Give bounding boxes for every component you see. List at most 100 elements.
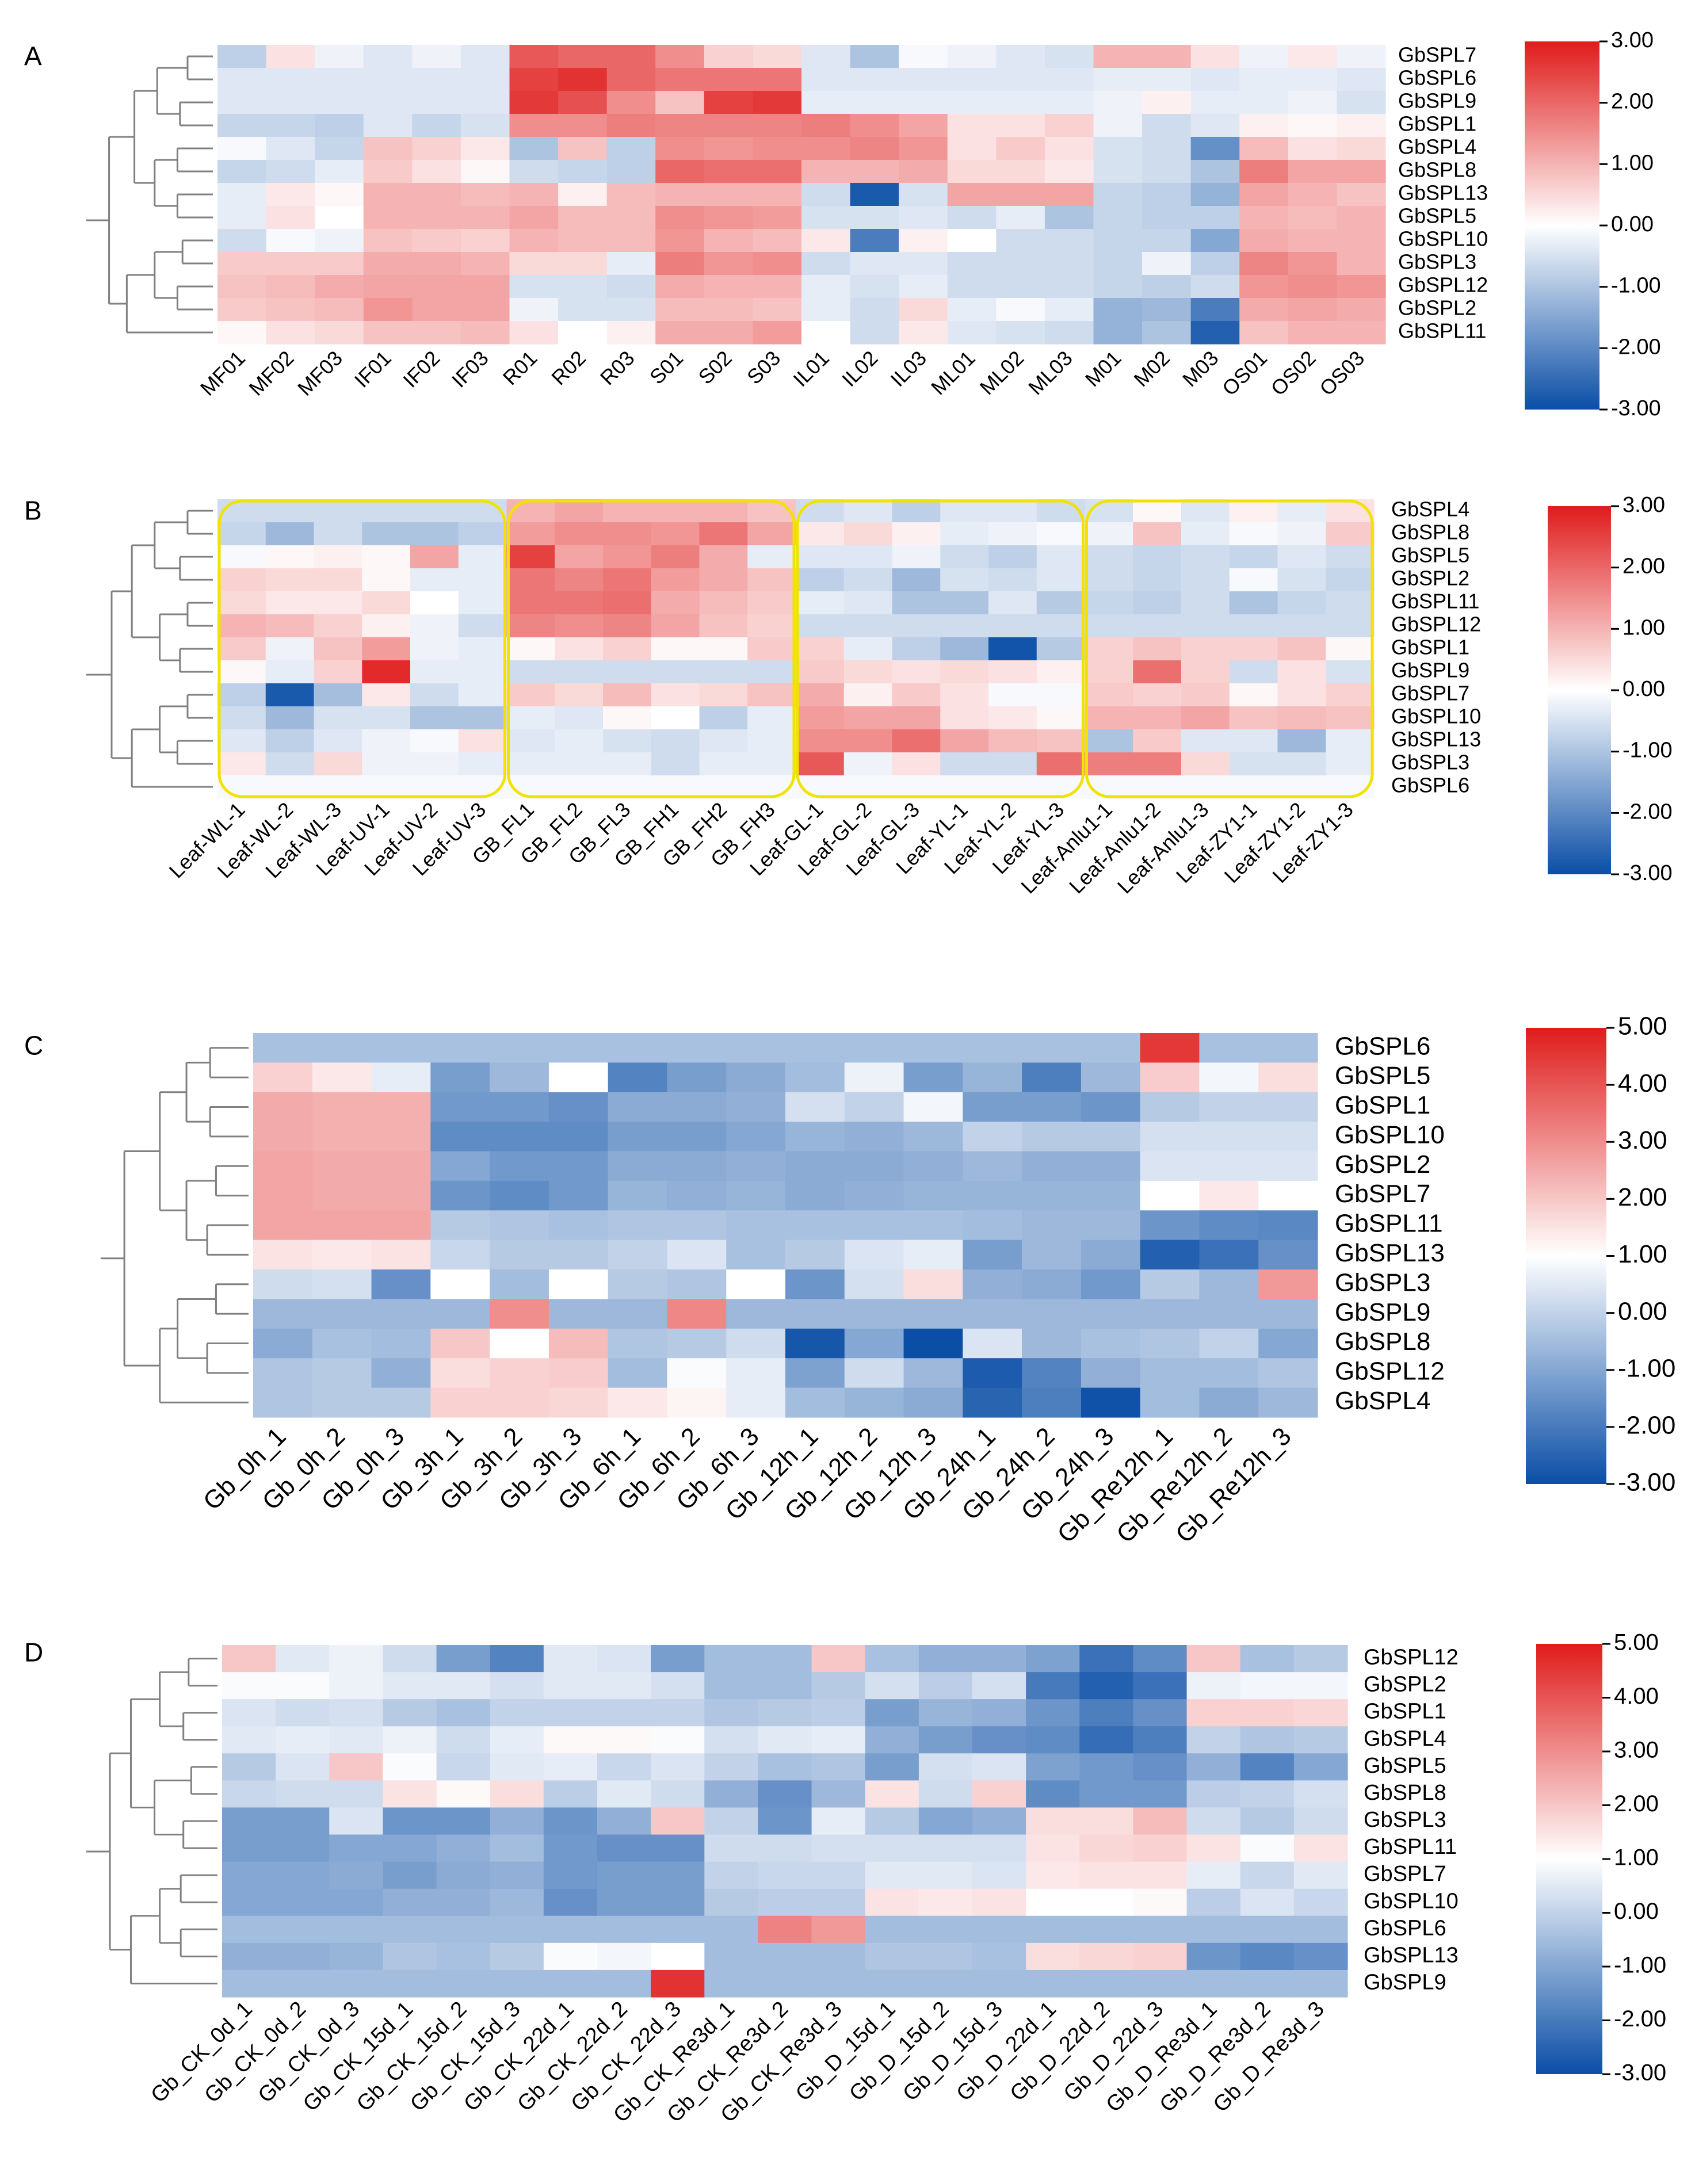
heatmap-cell [363,160,413,183]
heatmap-cell [597,1834,651,1862]
heatmap-cell [276,1753,330,1781]
row-label: GbSPL5 [1391,544,1469,567]
heatmap-cell [1239,137,1289,160]
heatmap-cell [371,1299,431,1329]
heatmap-cell [555,499,604,523]
heatmap-cell [315,321,364,345]
heatmap-cell [1022,1062,1082,1093]
heatmap-cell [548,1328,609,1359]
heatmap-cell [410,706,459,730]
heatmap-cell [1093,183,1143,206]
heatmap-cell [509,298,559,322]
heatmap-cell [509,114,559,137]
heatmap-cell [1140,1328,1200,1359]
heatmap-cell [1085,591,1133,615]
heatmap-cell [1258,1358,1318,1389]
heatmap-cell [412,252,461,276]
heatmap-cell [509,137,559,160]
heatmap-cell [699,660,748,684]
heatmap-cell [1199,1387,1259,1418]
heatmap-cell [747,522,796,546]
colorbar-tick-label: 5.00 [1614,1630,1659,1655]
heatmap-cell [996,206,1045,230]
heatmap-cell [1258,1092,1318,1122]
heatmap-cell [699,522,748,546]
heatmap-cell [747,614,796,638]
heatmap-cell [996,160,1045,183]
heatmap-cell [1085,683,1133,707]
colorbar-tick-label: -1.00 [1623,739,1673,763]
heatmap-cell [266,91,315,114]
heatmap-cell [996,45,1045,68]
heatmap-cell [801,68,851,91]
heatmap-cell [1140,1299,1200,1329]
heatmap-cell [903,1062,963,1093]
heatmap-cell [918,1699,973,1727]
heatmap-cell [555,591,604,615]
heatmap-cell [1085,499,1133,523]
row-label: GbSPL6 [1335,1032,1430,1060]
heatmap-cell [1093,137,1143,160]
heatmap-cell [1133,683,1182,707]
heatmap-cell [704,1942,759,1971]
heatmap-cell [1229,752,1278,776]
heatmap-cell [543,1807,598,1835]
heatmap-cell [753,252,802,276]
heatmap-cell [1199,1033,1259,1063]
heatmap-cell [362,752,411,776]
heatmap-cell [996,137,1045,160]
heatmap-cell [436,1807,491,1835]
heatmap-cell [1199,1062,1259,1093]
heatmap-cell [796,499,845,523]
heatmap-cell [253,1210,313,1241]
heatmap-cell [543,1672,598,1700]
heatmap-cell [1229,499,1278,523]
heatmap-cell [266,229,315,253]
heatmap-cell [899,206,948,230]
heatmap-cell [606,275,656,299]
heatmap-cell [726,1151,786,1181]
heatmap-cell [1133,1942,1188,1971]
heatmap-cell [506,660,555,684]
heatmap-cell [1081,1387,1141,1418]
panel-letter: B [24,496,42,526]
heatmap-cell [801,183,851,206]
heatmap-cell [850,160,899,183]
heatmap-cell [1337,68,1386,91]
heatmap-cell [726,1240,786,1270]
heatmap-cell [1036,545,1086,569]
heatmap-cell [1186,1780,1241,1808]
heatmap-cell [704,45,754,68]
heatmap-cell [490,1358,549,1389]
heatmap-cell [747,637,796,661]
colorbar-tick-label: -3.00 [1623,861,1673,885]
heatmap-cell [899,183,948,206]
heatmap-cell [1022,1328,1082,1359]
heatmap-cell [651,522,700,546]
heatmap-cell [412,114,461,137]
heatmap-cell [253,1240,313,1270]
heatmap-cell [558,275,608,299]
colorbar [1526,1028,1606,1484]
heatmap-cell [796,752,845,776]
heatmap-cell [1079,1753,1134,1781]
heatmap-cell [785,1062,845,1093]
heatmap-cell [1293,1861,1348,1890]
heatmap-cell [796,522,845,546]
heatmap-cell [918,1915,973,1944]
heatmap-cell [1093,206,1143,230]
heatmap-cell [903,1180,963,1211]
row-label: GbSPL12 [1335,1357,1445,1386]
heatmap-cell [940,568,989,592]
heatmap-cell [655,114,705,137]
heatmap-cell [1186,1915,1241,1944]
heatmap-cell [458,637,507,661]
heatmap-cell [383,1861,437,1890]
heatmap-cell [1199,1269,1259,1300]
heatmap-cell [903,1240,963,1270]
heatmap-cell [988,591,1037,615]
heatmap-cell [362,706,411,730]
heatmap-cell [726,1092,786,1122]
row-label: GbSPL12 [1391,613,1481,636]
heatmap-cell [903,1358,963,1389]
